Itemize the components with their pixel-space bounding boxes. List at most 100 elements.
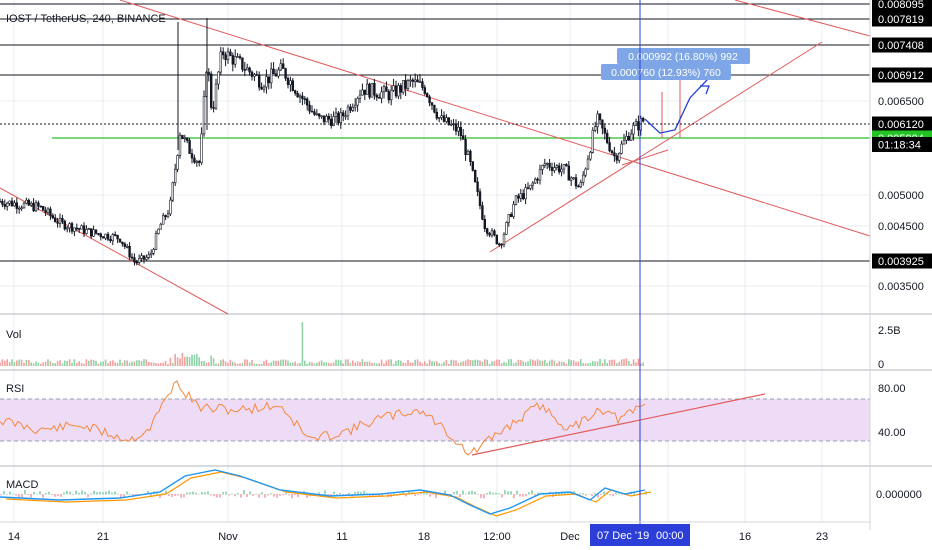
macd-hist-0 [0, 494, 2, 496]
macd-hist-108 [324, 490, 326, 495]
volume-title: Vol [6, 329, 21, 341]
volume-bar-166 [397, 359, 400, 366]
macd-hist-32 [96, 492, 98, 495]
candle-body-261 [625, 135, 628, 141]
macd-hist-153 [459, 494, 461, 497]
volume-bar-232 [556, 363, 558, 366]
volume-bar-104 [248, 362, 251, 366]
volume-bar-157 [376, 363, 378, 366]
candle-body-33 [78, 228, 81, 230]
candle-body-72 [171, 182, 174, 201]
price-label-7: 0.005000 [878, 190, 924, 202]
volume-bar-80 [191, 354, 193, 366]
candle-body-73 [174, 168, 177, 183]
volume-bar-19 [44, 361, 47, 366]
volume-bar-112 [268, 363, 270, 366]
macd-hist-158 [474, 491, 476, 495]
volume-bar-172 [412, 362, 414, 366]
macd-hist-113 [339, 492, 341, 495]
volume-bar-96 [229, 359, 232, 366]
volume-bar-168 [402, 362, 404, 366]
volume-bar-206 [493, 361, 496, 366]
candle-body-12 [27, 199, 30, 206]
macd-hist-179 [537, 492, 539, 495]
volume-bar-85 [203, 360, 205, 366]
macd-hist-116 [348, 492, 350, 495]
volume-bar-182 [436, 361, 438, 366]
candle-body-128 [305, 98, 309, 106]
macd-hist-84 [252, 494, 254, 496]
volume-bar-142 [340, 360, 342, 366]
candle-body-190 [454, 123, 458, 132]
candle-body-36 [85, 229, 88, 234]
volume-bar-103 [246, 359, 248, 366]
candle-body-247 [591, 129, 595, 153]
candle-body-6 [13, 202, 16, 207]
candle-body-96 [229, 51, 232, 56]
macd-hist-170 [510, 491, 512, 495]
price-label-bg-1 [872, 11, 932, 27]
volume-bar-141 [337, 359, 340, 366]
volume-bar-70 [167, 363, 169, 366]
macd-hist-34 [102, 492, 104, 495]
candle-body-31 [73, 227, 76, 232]
candle-body-231 [553, 167, 556, 171]
candle-body-80 [190, 153, 194, 159]
volume-bar-187 [448, 363, 450, 366]
volume-bar-139 [332, 362, 335, 366]
macd-hist-7 [21, 494, 23, 498]
candle-body-239 [572, 177, 575, 179]
volume-bar-215 [515, 362, 517, 366]
candle-body-130 [310, 110, 314, 113]
macd-hist-30 [90, 493, 92, 495]
volume-bar-111 [265, 359, 268, 366]
candle-body-85 [202, 96, 206, 135]
volume-bar-32 [76, 363, 78, 366]
macd-hist-152 [456, 490, 458, 495]
candle-body-181 [433, 104, 436, 113]
candle-body-88 [210, 73, 213, 108]
volume-bar-198 [474, 359, 476, 366]
macd-hist-57 [171, 494, 173, 498]
volume-bar-4 [8, 362, 11, 366]
macd-hist-6 [18, 494, 20, 499]
macd-hist-13 [39, 491, 41, 495]
macd-hist-160 [480, 494, 482, 499]
macd-hist-55 [165, 490, 167, 495]
candle-body-169 [404, 80, 407, 89]
macd-hist-18 [54, 494, 56, 497]
candle-body-266 [637, 121, 640, 131]
volume-bar-108 [258, 363, 260, 366]
volume-bar-11 [25, 359, 28, 366]
volume-bar-247 [592, 361, 594, 366]
candle-body-160 [382, 86, 386, 93]
price-axis[interactable]: 0.008095 0.007819 0.007408 0.006912 0.006500… [869, 0, 932, 530]
svg-text:07 Dec '19: 07 Dec '19 [597, 530, 649, 542]
macd-hist-174 [522, 494, 524, 497]
rsi-pane[interactable]: RSI [0, 380, 870, 456]
candle-body-125 [298, 95, 302, 98]
volume-bar-268 [642, 362, 644, 366]
candle-body-216 [517, 195, 520, 199]
macd-hist-72 [216, 494, 218, 498]
candle-body-263 [629, 133, 633, 141]
volume-bar-66 [157, 363, 160, 366]
candle-body-15 [34, 202, 38, 212]
candle-body-186 [445, 117, 448, 122]
candle-body-137 [327, 115, 330, 120]
candle-body-46 [109, 239, 112, 242]
volume-bar-196 [469, 360, 472, 366]
volume-bar-43 [102, 361, 104, 366]
volume-pane[interactable]: Vol [0, 322, 644, 366]
candle-body-253 [605, 132, 609, 144]
candle-body-255 [610, 150, 614, 154]
volume-bar-24 [56, 361, 59, 366]
candle-body-0 [0, 200, 2, 203]
volume-bar-54 [128, 362, 131, 366]
time-axis[interactable]: 14 21 Nov 11 18 12:00 Dec 16 23 07 Dec '19 00:00 [0, 521, 870, 546]
price-pane[interactable]: 0.000992 (16.80%) 992 0.000760 (12.93%) … [0, 0, 871, 315]
macd-hist-62 [186, 492, 188, 495]
macd-pane[interactable]: MACD [0, 469, 652, 517]
candle-body-182 [435, 111, 438, 119]
